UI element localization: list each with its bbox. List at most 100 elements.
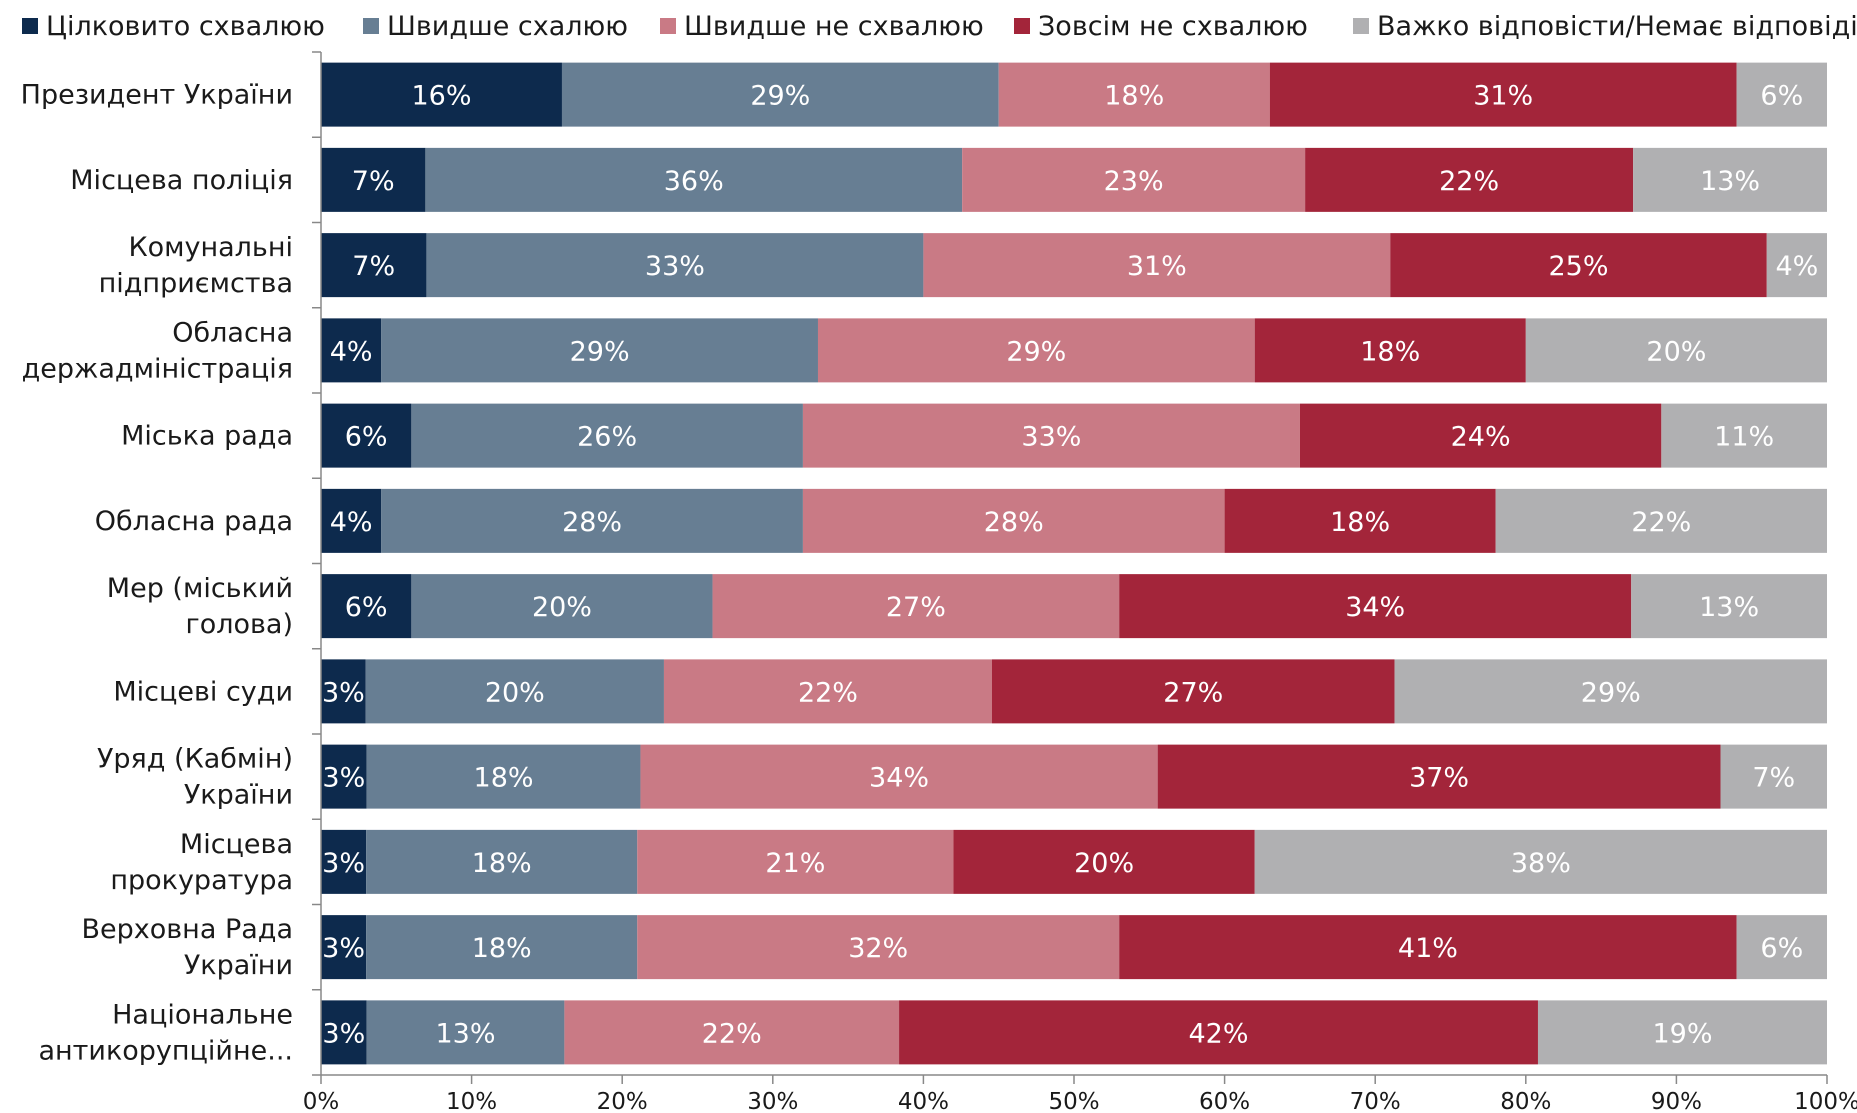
data-label: 38% (1511, 848, 1571, 879)
bar-segment (321, 574, 412, 639)
category-label-line: Комунальні (128, 232, 293, 263)
x-tick-label: 20% (597, 1089, 648, 1113)
data-label: 29% (1581, 677, 1641, 708)
x-tick-label: 90% (1651, 1089, 1702, 1113)
data-label: 28% (984, 507, 1044, 538)
category-label: Місцеві суди (113, 676, 293, 707)
legend-swatch (660, 18, 676, 34)
data-label: 34% (869, 763, 929, 794)
data-label: 29% (750, 81, 810, 112)
data-label: 3% (322, 1018, 365, 1049)
data-label: 18% (474, 763, 534, 794)
data-label: 36% (664, 166, 724, 197)
bar-segment (640, 744, 1158, 809)
legend-item: Швидше схалюю (363, 8, 628, 44)
data-label: 42% (1189, 1018, 1249, 1049)
category-label-line: прокуратура (110, 865, 293, 896)
legend-item: Зовсім не схвалюю (1014, 8, 1308, 44)
bar-segment (1394, 659, 1827, 724)
data-label: 29% (570, 336, 630, 367)
category-label: Міська рада (121, 421, 293, 452)
bar-segment (366, 829, 638, 894)
legend-label: Зовсім не схвалюю (1038, 10, 1308, 42)
data-label: 24% (1451, 422, 1511, 453)
x-tick-label: 80% (1500, 1089, 1551, 1113)
data-label: 41% (1398, 933, 1458, 964)
x-tick-label: 60% (1199, 1089, 1250, 1113)
data-label: 28% (562, 507, 622, 538)
bar-segment (1661, 403, 1827, 468)
data-label: 18% (472, 933, 532, 964)
bar-segment (899, 1000, 1538, 1065)
data-label: 22% (798, 677, 858, 708)
bar-segment (321, 62, 562, 127)
bar-segment (1390, 233, 1767, 298)
bar-segment (411, 574, 713, 639)
category-label: Уряд (Кабмін) України (97, 744, 293, 811)
bar-segment (366, 744, 641, 809)
data-label: 6% (1760, 81, 1803, 112)
bar-segment (1525, 318, 1827, 383)
data-label: 20% (485, 677, 545, 708)
data-label: 29% (1006, 336, 1066, 367)
category-label: Обласна держадміністрація (22, 317, 293, 384)
data-label: 7% (1752, 763, 1795, 794)
data-label: 3% (322, 933, 365, 964)
bar-segment (802, 488, 1225, 553)
bar-segment (1269, 62, 1737, 127)
category-label: Місцева поліція (70, 165, 293, 196)
bar-segment (991, 659, 1395, 724)
data-label: 6% (345, 422, 388, 453)
data-label: 3% (322, 677, 365, 708)
category-label-line: Міська рада (121, 421, 293, 452)
data-label: 31% (1127, 251, 1187, 282)
bar-segment (321, 488, 382, 553)
legend-swatch (1353, 18, 1369, 34)
data-label: 20% (532, 592, 592, 623)
bar-segment (366, 915, 638, 980)
x-tick-label: 0% (303, 1089, 340, 1113)
bar-segment (381, 488, 803, 553)
bar-segment (321, 659, 366, 724)
data-label: 18% (1104, 81, 1164, 112)
data-label: 3% (322, 763, 365, 794)
bar-segment (817, 318, 1255, 383)
bar-segment (637, 915, 1120, 980)
category-label: Обласна рада (95, 506, 293, 537)
data-label: 32% (848, 933, 908, 964)
x-tick-label: 70% (1350, 1089, 1401, 1113)
data-label: 4% (330, 507, 373, 538)
bar-segment (998, 62, 1270, 127)
data-label: 37% (1409, 763, 1469, 794)
data-label: 22% (702, 1018, 762, 1049)
bar-segment (1736, 62, 1827, 127)
bar-segment (366, 1000, 565, 1065)
bar-segment (321, 403, 412, 468)
legend-label: Важко відповісти/Немає відповіді (1377, 10, 1857, 42)
bar-segment (1254, 829, 1827, 894)
data-label: 3% (322, 848, 365, 879)
category-label-line: держадміністрація (22, 353, 293, 384)
bar-segment (637, 829, 954, 894)
legend-label: Швидше не схвалюю (684, 10, 984, 42)
category-label-line: підприємства (99, 268, 293, 299)
data-label: 13% (436, 1018, 496, 1049)
data-label: 22% (1439, 166, 1499, 197)
x-tick-label: 30% (747, 1089, 798, 1113)
category-label-line: Місцева (180, 829, 293, 860)
data-label: 16% (411, 81, 471, 112)
category-label: Місцева прокуратура (110, 829, 293, 896)
bar-segment (1633, 147, 1827, 212)
bar-segment (1736, 915, 1827, 980)
data-label: 34% (1345, 592, 1405, 623)
category-label-line: Місцева поліція (70, 165, 293, 196)
bar-segment (1157, 744, 1721, 809)
category-label-line: Обласна (172, 317, 293, 348)
data-label: 20% (1074, 848, 1134, 879)
data-label: 20% (1646, 336, 1706, 367)
bar-segment (425, 147, 963, 212)
category-label: Верховна Рада України (81, 914, 293, 981)
data-label: 13% (1700, 166, 1760, 197)
category-label: Комунальні підприємства (99, 232, 293, 299)
